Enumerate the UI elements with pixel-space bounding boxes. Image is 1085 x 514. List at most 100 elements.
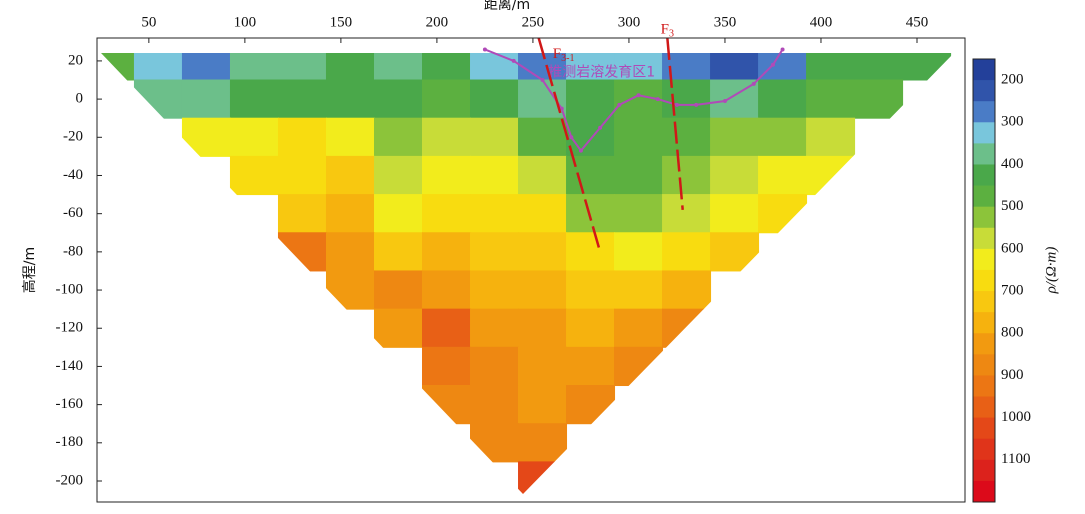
cell — [422, 79, 472, 119]
cell — [902, 53, 952, 81]
y-tick-label: 0 — [76, 91, 84, 107]
colorbar-band — [973, 101, 995, 123]
cell — [758, 117, 808, 157]
karst-point — [578, 148, 583, 153]
cell — [373, 270, 423, 310]
cell — [518, 385, 568, 425]
cell — [229, 53, 279, 81]
cell — [373, 117, 423, 157]
cell — [470, 308, 520, 348]
colorbar-band — [973, 291, 995, 313]
cell — [422, 53, 472, 81]
cell — [422, 270, 472, 310]
cell — [277, 117, 327, 157]
x-tick-label: 450 — [906, 14, 929, 30]
cell — [662, 117, 712, 157]
x-tick-label: 150 — [330, 14, 353, 30]
y-tick-label: -180 — [56, 434, 84, 450]
cell — [518, 155, 568, 196]
cell — [181, 117, 231, 157]
cell — [277, 53, 327, 81]
cell — [614, 53, 664, 81]
cell — [662, 155, 712, 196]
x-tick-label: 250 — [522, 14, 545, 30]
cell — [614, 155, 664, 196]
x-tick-label: 50 — [141, 14, 156, 30]
y-tick-label: 20 — [68, 52, 83, 68]
karst-point — [655, 97, 660, 102]
section — [101, 53, 952, 494]
cell — [518, 461, 568, 494]
colorbar-tick-label: 500 — [1001, 198, 1024, 214]
cell — [325, 155, 375, 196]
cell — [854, 79, 904, 119]
cell — [566, 308, 616, 348]
cell — [566, 53, 616, 81]
cell — [422, 308, 472, 348]
cell — [806, 53, 856, 81]
cell — [566, 270, 616, 310]
x-tick-label: 350 — [714, 14, 737, 30]
colorbar-band — [973, 333, 995, 355]
colorbar-tick-label: 200 — [1001, 72, 1024, 88]
y-tick-label: -160 — [56, 396, 84, 412]
y-axis-title: 高程/m — [21, 247, 38, 293]
cell — [101, 53, 135, 81]
colorbar-band — [973, 248, 995, 271]
cell — [422, 117, 472, 157]
cell — [470, 79, 520, 119]
cell — [566, 194, 616, 234]
y-tick-label: -100 — [56, 281, 84, 297]
cell — [566, 346, 616, 387]
colorbar-band — [973, 438, 995, 461]
cell — [277, 79, 327, 119]
colorbar-tick-label: 700 — [1001, 282, 1024, 298]
cell — [566, 385, 616, 425]
colorbar-tick-label: 400 — [1001, 156, 1024, 172]
cell — [133, 79, 183, 119]
karst-point — [722, 99, 727, 104]
colorbar-band — [973, 312, 995, 334]
cell — [614, 270, 664, 310]
karst-point — [540, 78, 545, 83]
karst-point — [780, 47, 785, 52]
cell — [373, 232, 423, 272]
cell — [181, 79, 231, 119]
cell — [373, 308, 423, 348]
cell — [277, 194, 327, 234]
cell — [518, 194, 568, 234]
cell — [373, 79, 423, 119]
x-tick-label: 300 — [618, 14, 641, 30]
cell — [470, 423, 520, 463]
colorbar-band — [973, 396, 995, 419]
cell — [373, 194, 423, 234]
cell — [518, 117, 568, 157]
cell — [229, 155, 279, 196]
plot-frame — [96, 37, 966, 503]
karst-point — [482, 47, 487, 52]
cell — [518, 53, 568, 81]
colorbar-band — [973, 164, 995, 187]
colorbar-band — [973, 459, 995, 482]
karst-point — [569, 135, 574, 140]
karst-point — [598, 125, 603, 130]
fault-label: F3 — [661, 22, 674, 40]
cell — [422, 232, 472, 272]
cell — [325, 194, 375, 234]
cell — [710, 232, 760, 272]
cell — [806, 79, 856, 119]
y-tick-label: -40 — [63, 167, 83, 183]
colorbar-tick-label: 1100 — [1001, 451, 1030, 467]
cell — [470, 270, 520, 310]
colorbar-tick-label: 600 — [1001, 240, 1024, 256]
cell — [662, 232, 712, 272]
cell — [614, 194, 664, 234]
annotation: 推测岩溶发育区1 — [548, 64, 655, 80]
colorbar-tick-label: 300 — [1001, 114, 1024, 130]
cell — [470, 53, 520, 81]
cell — [854, 53, 904, 81]
karst-point — [636, 93, 641, 98]
cell — [373, 53, 423, 81]
cell — [325, 270, 375, 310]
cell — [470, 155, 520, 196]
